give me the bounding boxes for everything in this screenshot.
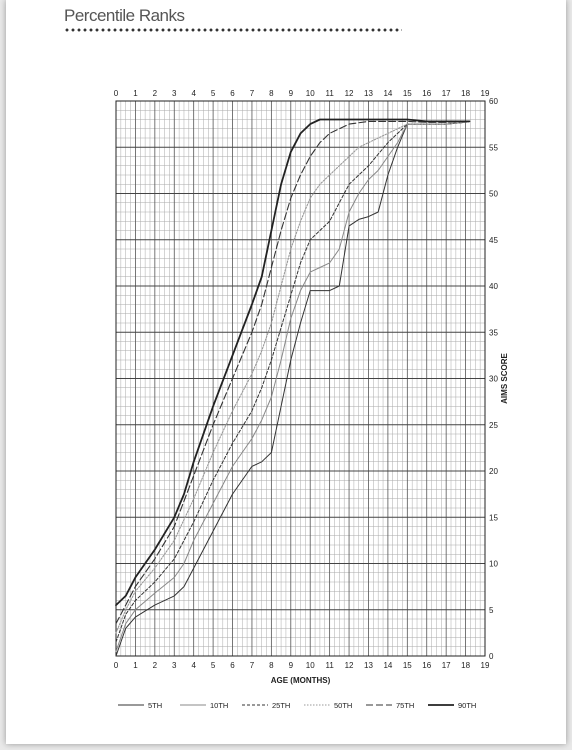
x-tick-label-bottom: 6 [230, 661, 235, 670]
y-tick-label: 25 [489, 421, 498, 430]
y-tick-label: 55 [489, 143, 498, 152]
x-tick-label-top: 17 [442, 89, 451, 98]
x-tick-label-top: 4 [191, 89, 196, 98]
x-tick-label-top: 9 [289, 89, 294, 98]
x-tick-label-top: 13 [364, 89, 373, 98]
x-tick-label-bottom: 16 [422, 661, 431, 670]
series-lines [115, 118, 471, 657]
y-tick-label: 15 [489, 513, 498, 522]
y-tick-label: 30 [489, 375, 498, 384]
y-tick-label: 45 [489, 236, 498, 245]
series-line-75th [115, 120, 471, 625]
x-tick-label-top: 7 [250, 89, 255, 98]
plot-frame [115, 100, 486, 657]
x-axis-label: AGE (MONTHS) [271, 676, 331, 685]
x-tick-label-bottom: 8 [269, 661, 274, 670]
x-tick-label-top: 14 [383, 89, 392, 98]
x-tick-label-top: 6 [230, 89, 235, 98]
x-tick-label-bottom: 12 [345, 661, 354, 670]
y-tick-label: 60 [489, 97, 498, 106]
y-tick-label: 0 [489, 652, 494, 661]
x-ticks-top: 0 1 2 3 4 5 6 7 8 9 10 11 12 13 14 15 16 17 18 19 [114, 89, 490, 98]
x-tick-label-bottom: 13 [364, 661, 373, 670]
x-tick-label-bottom: 11 [325, 661, 334, 670]
title-dotted-rule [64, 27, 402, 33]
y-tick-label: 20 [489, 467, 498, 476]
x-tick-label-top: 18 [461, 89, 470, 98]
x-tick-label-top: 11 [325, 89, 334, 98]
legend-label-50th: 50TH [334, 701, 352, 710]
y-tick-label: 10 [489, 560, 498, 569]
y-tick-label: 5 [489, 606, 494, 615]
legend-label-75th: 75TH [396, 701, 414, 710]
x-tick-label-bottom: 0 [114, 661, 119, 670]
series-line-25th [115, 120, 470, 643]
y-axis-label: AIMS SCORE [500, 353, 509, 404]
x-tick-label-top: 19 [481, 89, 490, 98]
x-tick-label-top: 15 [403, 89, 412, 98]
x-tick-label-bottom: 3 [172, 661, 177, 670]
legend-label-25th: 25TH [272, 701, 290, 710]
x-ticks-bottom: 0 1 2 3 4 5 6 7 8 9 10 11 12 13 14 15 16 17 18 19 [114, 661, 490, 670]
series-line-10th [115, 120, 470, 652]
x-tick-label-bottom: 5 [211, 661, 216, 670]
x-tick-label-bottom: 17 [442, 661, 451, 670]
y-tick-label: 35 [489, 328, 498, 337]
y-tick-label: 40 [489, 282, 498, 291]
x-tick-label-top: 12 [345, 89, 354, 98]
y-ticks-right: 0 5 10 15 20 25 30 35 40 45 50 55 60 [489, 97, 498, 661]
x-tick-label-top: 8 [269, 89, 274, 98]
x-tick-label-top: 10 [306, 89, 315, 98]
legend-label-10th: 10TH [210, 701, 228, 710]
x-tick-label-bottom: 2 [153, 661, 158, 670]
x-tick-label-bottom: 10 [306, 661, 315, 670]
series-line-5th [115, 120, 470, 657]
legend: 5TH 10TH 25TH 50TH 75TH 90TH [118, 701, 476, 710]
x-tick-label-bottom: 15 [403, 661, 412, 670]
x-tick-label-top: 5 [211, 89, 216, 98]
page-title: Percentile Ranks [64, 6, 185, 25]
series-line-50th [115, 120, 471, 634]
series-line-90th [115, 118, 471, 606]
x-tick-label-top: 0 [114, 89, 119, 98]
x-tick-label-bottom: 7 [250, 661, 255, 670]
x-tick-label-top: 3 [172, 89, 177, 98]
x-tick-label-bottom: 19 [481, 661, 490, 670]
x-tick-label-bottom: 14 [383, 661, 392, 670]
x-tick-label-top: 1 [133, 89, 138, 98]
legend-label-5th: 5TH [148, 701, 162, 710]
x-tick-label-bottom: 18 [461, 661, 470, 670]
y-tick-label: 50 [489, 190, 498, 199]
x-tick-label-bottom: 9 [289, 661, 294, 670]
x-tick-label-bottom: 4 [191, 661, 196, 670]
legend-label-90th: 90TH [458, 701, 476, 710]
x-tick-label-top: 2 [153, 89, 158, 98]
x-tick-label-bottom: 1 [133, 661, 138, 670]
x-tick-label-top: 16 [422, 89, 431, 98]
